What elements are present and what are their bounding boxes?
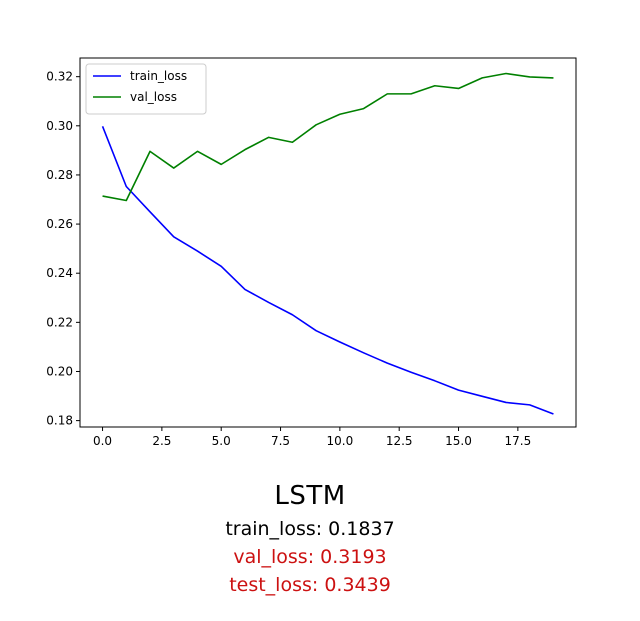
y-tick-label: 0.20 xyxy=(46,364,73,378)
plot-frame xyxy=(79,57,577,428)
x-tick-label: 12.5 xyxy=(386,434,413,448)
x-tick-label: 2.5 xyxy=(152,434,171,448)
x-tick-label: 15.0 xyxy=(445,434,472,448)
legend-label: val_loss xyxy=(130,90,177,104)
y-tick-label: 0.28 xyxy=(46,168,73,182)
y-tick-label: 0.24 xyxy=(46,266,73,280)
y-tick-label: 0.18 xyxy=(46,414,73,428)
series-layer xyxy=(101,72,554,415)
model-title: LSTM xyxy=(274,481,346,511)
axes-layer: 0.0 2.5 5.0 7.5 10.0 12.5 15.0 17.5 0.18 0.20 0.22… xyxy=(46,70,531,448)
y-tick-label: 0.32 xyxy=(46,70,73,84)
x-tick-label: 17.5 xyxy=(504,434,531,448)
series-line-train_loss xyxy=(101,126,554,415)
legend-label: train_loss xyxy=(130,69,187,83)
train-loss-text: train_loss: 0.1837 xyxy=(225,518,395,540)
series-line-val_loss xyxy=(102,72,554,202)
x-tick-label: 0.0 xyxy=(93,434,112,448)
y-tick-label: 0.22 xyxy=(46,315,73,329)
legend: train_loss val_loss xyxy=(85,63,207,115)
x-tick-label: 10.0 xyxy=(327,434,354,448)
x-tick-label: 5.0 xyxy=(212,434,231,448)
y-tick-label: 0.26 xyxy=(46,217,73,231)
val-loss-text: val_loss: 0.3193 xyxy=(233,546,387,568)
x-tick-label: 7.5 xyxy=(271,434,290,448)
loss-chart: 0.0 2.5 5.0 7.5 10.0 12.5 15.0 17.5 0.18 0.20 0.22… xyxy=(46,57,577,448)
test-loss-text: test_loss: 0.3439 xyxy=(229,574,391,596)
y-tick-label: 0.30 xyxy=(46,119,73,133)
